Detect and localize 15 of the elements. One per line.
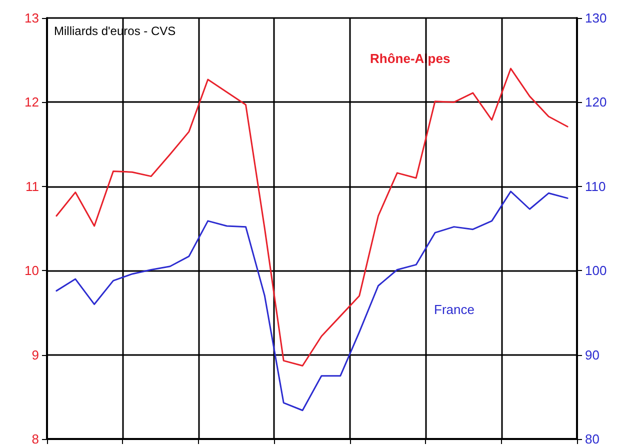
y-tick-label: 9 (32, 347, 39, 362)
y2-tick-label: 90 (585, 347, 600, 362)
line-series (56, 68, 568, 366)
y2-tick-label: 130 (585, 10, 607, 26)
line-series (56, 190, 568, 412)
text: France (434, 302, 474, 317)
y-tick-label: 11 (26, 178, 39, 194)
y-tick-label: 13 (24, 10, 39, 26)
y-tick-label: 12 (24, 94, 39, 110)
y2-tick-label: 100 (585, 263, 607, 278)
y2-tick-label: 110 (585, 178, 606, 194)
y-tick-label: 10 (24, 263, 39, 278)
y2-tick-label: 120 (585, 94, 607, 110)
y2-tick-label: 80 (585, 432, 600, 446)
y-tick-label: 8 (32, 432, 39, 446)
